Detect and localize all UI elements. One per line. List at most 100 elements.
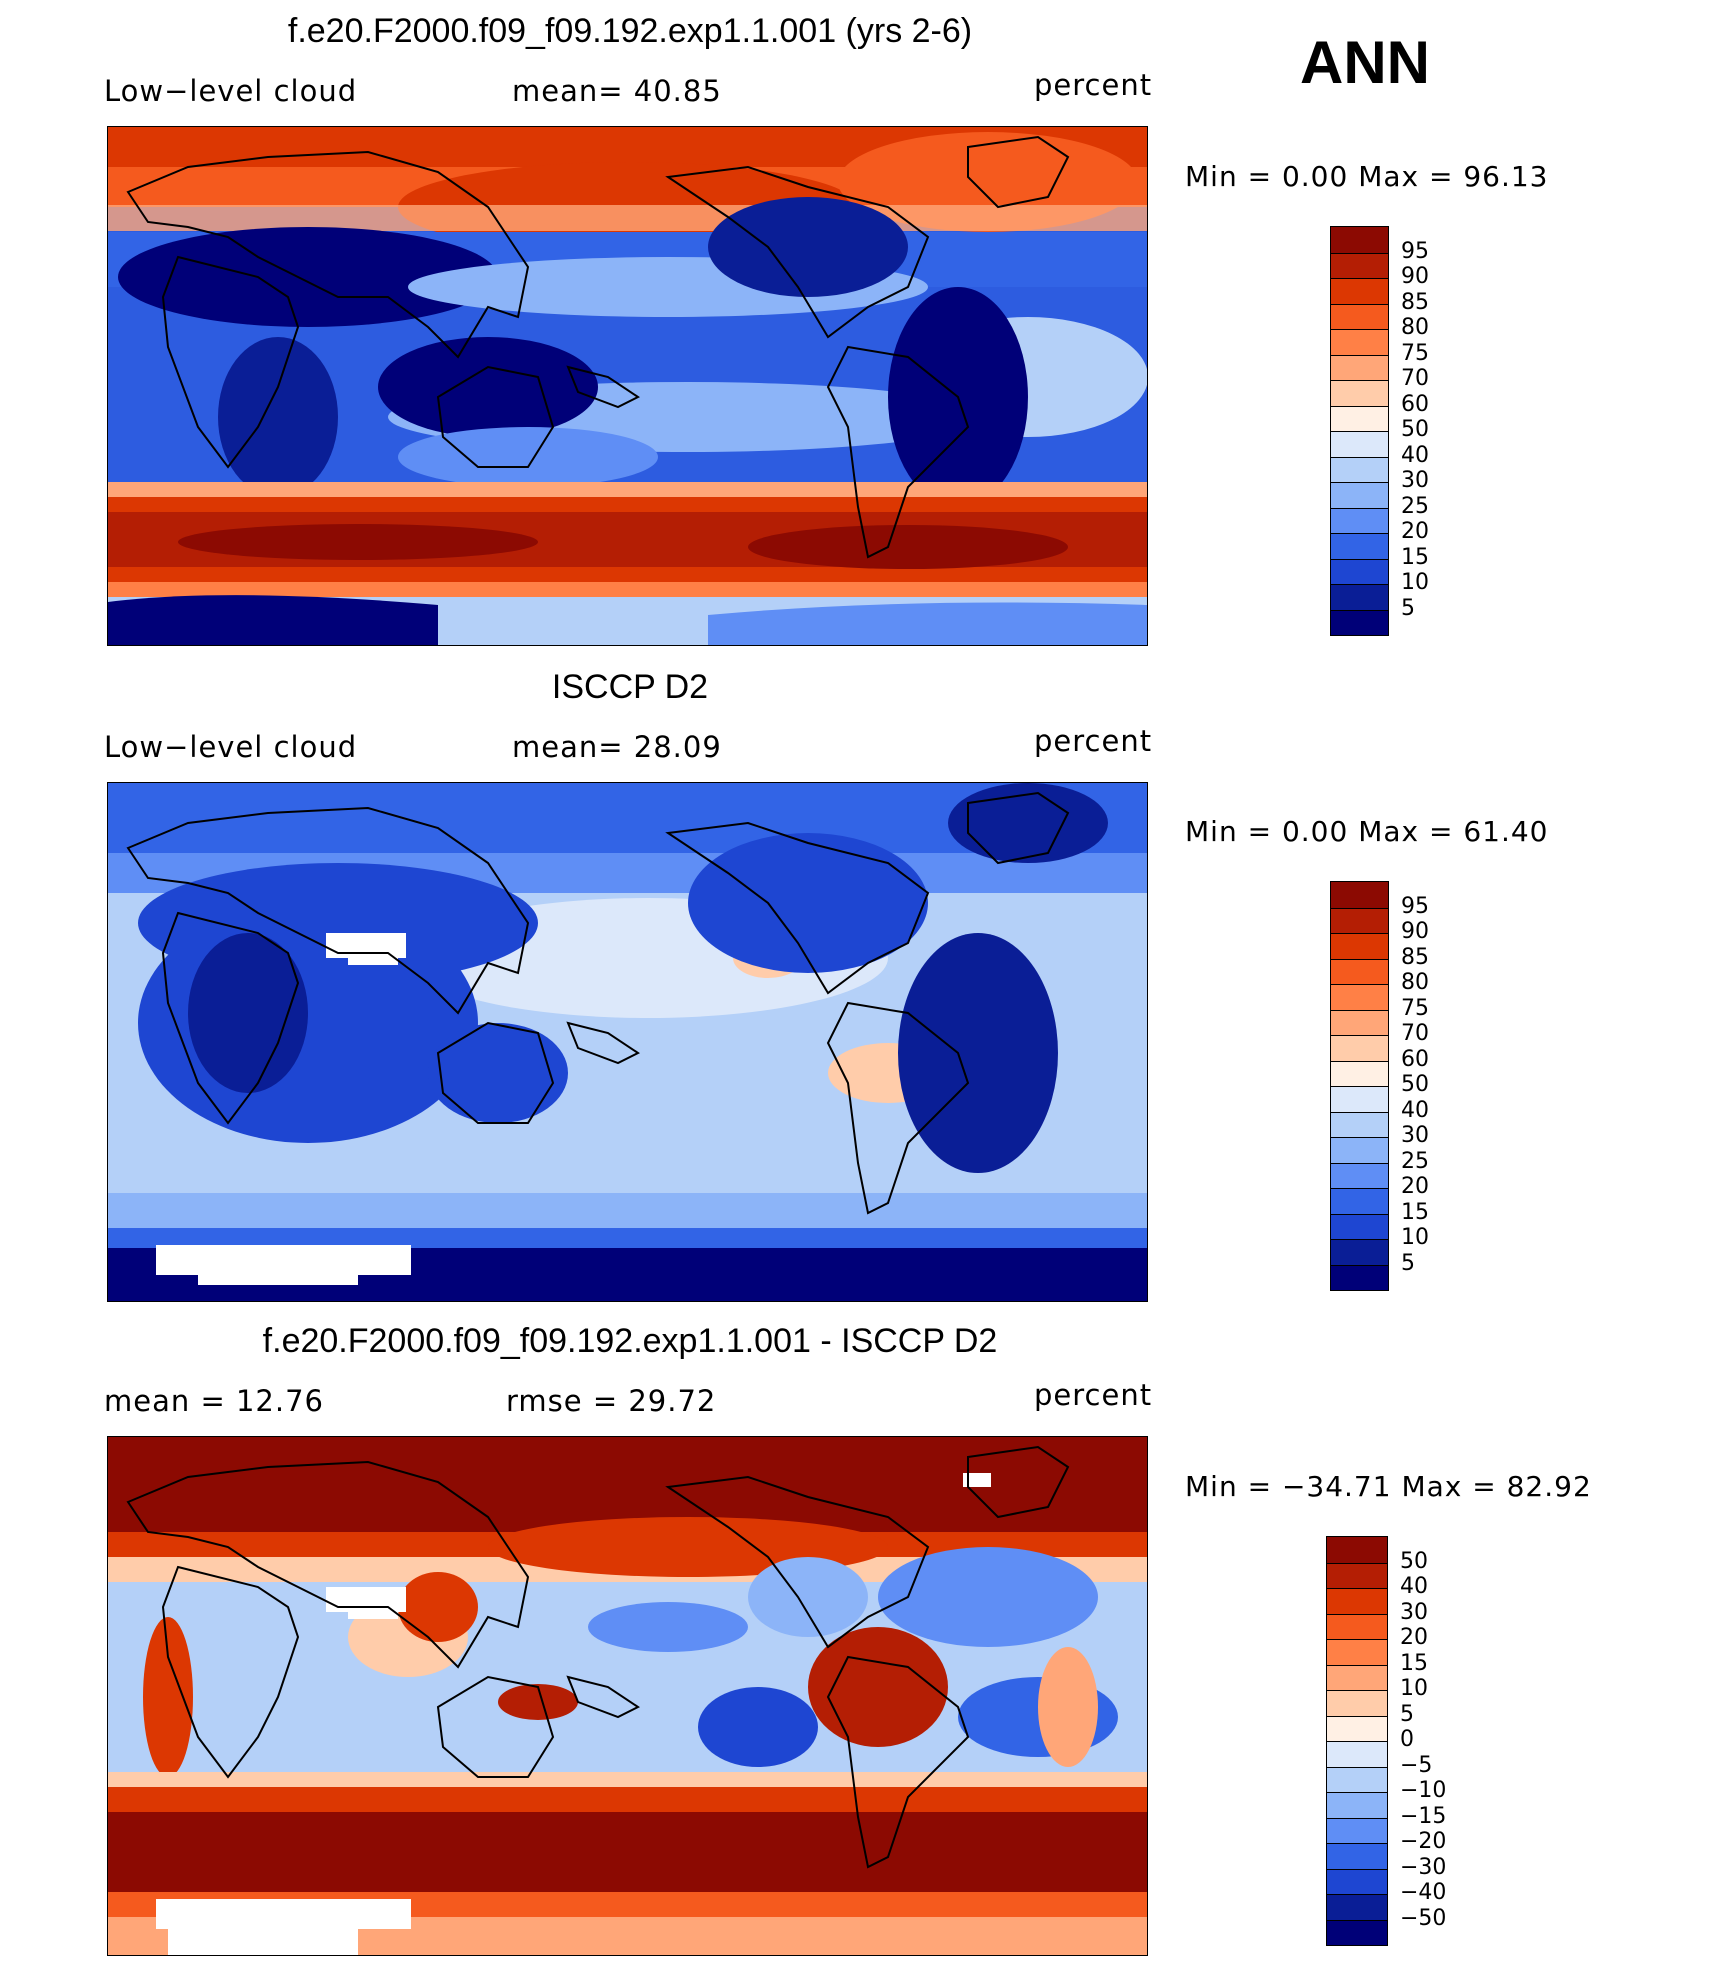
colorbar-swatch xyxy=(1327,1715,1387,1741)
colorbar-swatch xyxy=(1331,558,1388,584)
colorbar-label: 25 xyxy=(1401,1148,1429,1174)
colorbar-swatch xyxy=(1331,1264,1388,1290)
colorbar-swatch xyxy=(1327,1766,1387,1792)
colorbar-swatch xyxy=(1331,1009,1388,1035)
colorbar-swatch xyxy=(1331,533,1388,559)
colorbar-label: 25 xyxy=(1401,493,1429,519)
colorbar-label: 60 xyxy=(1401,1046,1429,1072)
colorbar-label: 20 xyxy=(1401,519,1429,544)
panel-3-units-label: percent xyxy=(1034,1378,1153,1412)
panel-2-title: ISCCP D2 xyxy=(551,668,709,706)
colorbar-label: 15 xyxy=(1400,1650,1428,1676)
colorbar-label: 85 xyxy=(1401,289,1429,315)
colorbar-swatch xyxy=(1331,482,1388,508)
colorbar-label: −40 xyxy=(1400,1880,1447,1905)
colorbar-label: 90 xyxy=(1401,919,1429,944)
colorbar-swatch xyxy=(1327,1868,1387,1894)
colorbar-label: 50 xyxy=(1400,1548,1428,1574)
colorbar-swatch xyxy=(1331,227,1388,253)
colorbar-swatch xyxy=(1331,933,1388,959)
colorbar-label: 80 xyxy=(1401,315,1429,340)
colorbar-swatch xyxy=(1327,1843,1387,1869)
colorbar-label: 5 xyxy=(1401,595,1415,621)
colorbar-label: 30 xyxy=(1401,468,1429,493)
colorbar-label: −20 xyxy=(1400,1829,1447,1854)
colorbar-label: 95 xyxy=(1401,238,1429,264)
colorbar-label: 70 xyxy=(1401,366,1429,391)
colorbar-label: 15 xyxy=(1401,544,1429,570)
colorbar-label: −50 xyxy=(1400,1905,1447,1931)
colorbar-label: 95 xyxy=(1401,893,1429,919)
colorbar-label: 30 xyxy=(1400,1599,1428,1625)
colorbar-swatch xyxy=(1331,278,1388,304)
colorbar-label: 60 xyxy=(1401,391,1429,417)
colorbar-label: 50 xyxy=(1401,1072,1429,1097)
colorbar-label: 10 xyxy=(1401,570,1429,595)
panel-1-mean-label: mean= 40.85 xyxy=(512,74,722,108)
colorbar-swatch xyxy=(1331,405,1388,431)
panel-3-rmse-label: rmse = 29.72 xyxy=(506,1384,717,1418)
panel-2-units-label: percent xyxy=(1034,724,1153,758)
colorbar-swatch xyxy=(1327,1613,1387,1639)
colorbar-swatch xyxy=(1327,1639,1387,1665)
colorbar-label: 10 xyxy=(1400,1676,1428,1701)
colorbar-swatch xyxy=(1327,1817,1387,1843)
panel-1-colorbar-box xyxy=(1330,226,1389,636)
colorbar-label: 0 xyxy=(1400,1727,1414,1752)
colorbar-swatch xyxy=(1331,1086,1388,1112)
colorbar-swatch xyxy=(1331,431,1388,457)
colorbar-swatch xyxy=(1327,1664,1387,1690)
colorbar-label: 40 xyxy=(1400,1574,1428,1599)
colorbar-swatch xyxy=(1327,1537,1387,1563)
colorbar-label: 30 xyxy=(1401,1123,1429,1148)
colorbar-swatch xyxy=(1331,907,1388,933)
colorbar-label: 15 xyxy=(1401,1199,1429,1225)
colorbar-label: 90 xyxy=(1401,264,1429,289)
panel-1-field xyxy=(108,127,1147,645)
colorbar-swatch xyxy=(1331,1213,1388,1239)
colorbar-swatch xyxy=(1331,1188,1388,1214)
panel-3-mean-label: mean = 12.76 xyxy=(104,1384,324,1418)
colorbar-label: 85 xyxy=(1401,944,1429,970)
panel-2-field xyxy=(108,783,1147,1301)
colorbar-swatch xyxy=(1331,507,1388,533)
panel-2-colorbar-box xyxy=(1330,881,1389,1291)
colorbar-swatch xyxy=(1331,252,1388,278)
colorbar-swatch xyxy=(1331,303,1388,329)
colorbar-label: 40 xyxy=(1401,1097,1429,1123)
panel-2-mean-label: mean= 28.09 xyxy=(512,730,722,764)
colorbar-label: −30 xyxy=(1400,1854,1447,1880)
colorbar-swatch xyxy=(1331,882,1388,908)
colorbar-swatch xyxy=(1331,354,1388,380)
colorbar-label: 75 xyxy=(1401,340,1429,366)
colorbar-swatch xyxy=(1327,1690,1387,1716)
colorbar-label: −15 xyxy=(1400,1803,1447,1829)
colorbar-label: 50 xyxy=(1401,417,1429,442)
colorbar-label: 5 xyxy=(1400,1701,1414,1727)
colorbar-swatch xyxy=(1331,1239,1388,1265)
panel-1-minmax: Min = 0.00 Max = 96.13 xyxy=(1185,160,1549,193)
season-label: ANN xyxy=(1300,29,1430,96)
panel-3-minmax: Min = −34.71 Max = 82.92 xyxy=(1185,1470,1592,1503)
panel-1-title: f.e20.F2000.f09_f09.192.exp1.1.001 (yrs … xyxy=(287,12,973,50)
colorbar-label: −5 xyxy=(1400,1752,1433,1778)
panel-3-colorbar-box xyxy=(1326,1536,1388,1946)
colorbar-swatch xyxy=(1327,1792,1387,1818)
colorbar-swatch xyxy=(1327,1562,1387,1588)
panel-2-variable-label: Low−level cloud xyxy=(104,730,358,764)
colorbar-label: 20 xyxy=(1401,1174,1429,1199)
colorbar-swatch xyxy=(1327,1919,1387,1945)
colorbar-swatch xyxy=(1327,1894,1387,1920)
colorbar-swatch xyxy=(1331,1060,1388,1086)
colorbar-swatch xyxy=(1331,380,1388,406)
panel-2-map xyxy=(107,782,1148,1302)
panel-1-variable-label: Low−level cloud xyxy=(104,74,358,108)
colorbar-label: 80 xyxy=(1401,970,1429,995)
colorbar-swatch xyxy=(1327,1588,1387,1614)
colorbar-swatch xyxy=(1331,958,1388,984)
panel-1-units-label: percent xyxy=(1034,68,1153,102)
colorbar-swatch xyxy=(1331,984,1388,1010)
colorbar-swatch xyxy=(1331,609,1388,635)
panel-3-field xyxy=(108,1437,1147,1955)
colorbar-swatch xyxy=(1331,456,1388,482)
